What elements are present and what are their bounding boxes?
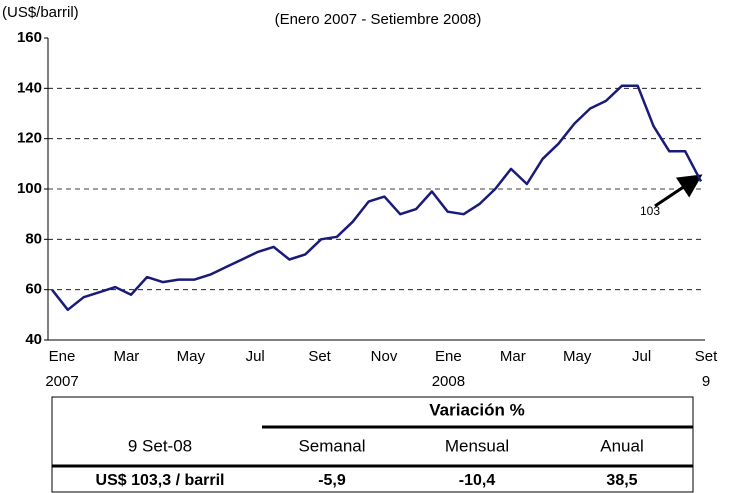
x-tick-label: Set — [308, 348, 331, 365]
table-cell: -5,9 — [318, 472, 346, 489]
y-tick-label: 140 — [17, 79, 42, 96]
table-column: Semanal — [298, 436, 365, 455]
table-column: Mensual — [445, 436, 509, 455]
annotation: 103 — [640, 204, 660, 218]
subtitle: (Enero 2007 - Setiembre 2008) — [275, 11, 482, 28]
y-tick-label: 40 — [25, 331, 42, 348]
x-year-label: 9 — [702, 373, 710, 390]
annotation-arrow — [654, 174, 703, 208]
unit-label: (US$/barril) — [2, 4, 79, 21]
x-tick-label: Ene — [49, 348, 76, 365]
x-tick-label: May — [563, 348, 592, 365]
table-frame — [51, 396, 694, 493]
table-cell: 38,5 — [606, 472, 637, 489]
table-header: Variación % — [429, 400, 524, 419]
price-line — [51, 84, 703, 312]
x-tick-label: Mar — [113, 348, 139, 365]
x-year-label: 2007 — [45, 373, 78, 390]
x-tick-label: May — [177, 348, 206, 365]
table-column: Anual — [600, 436, 643, 455]
y-tick-label: 60 — [25, 281, 42, 298]
y-tick-label: 80 — [25, 230, 42, 247]
x-tick-label: Set — [695, 348, 718, 365]
table-cell: US$ 103,3 / barril — [96, 472, 225, 489]
x-tick-label: Nov — [371, 348, 398, 365]
x-tick-label: Mar — [500, 348, 526, 365]
y-tick-label: 160 — [17, 29, 42, 46]
x-tick-label: Ene — [435, 348, 462, 365]
table-column: 9 Set-08 — [128, 436, 192, 455]
x-year-label: 2008 — [432, 373, 465, 390]
x-tick-label: Jul — [632, 348, 651, 365]
y-tick-label: 100 — [17, 180, 42, 197]
y-tick-label: 120 — [17, 130, 42, 147]
table-cell: -10,4 — [459, 472, 496, 489]
x-tick-label: Jul — [246, 348, 265, 365]
